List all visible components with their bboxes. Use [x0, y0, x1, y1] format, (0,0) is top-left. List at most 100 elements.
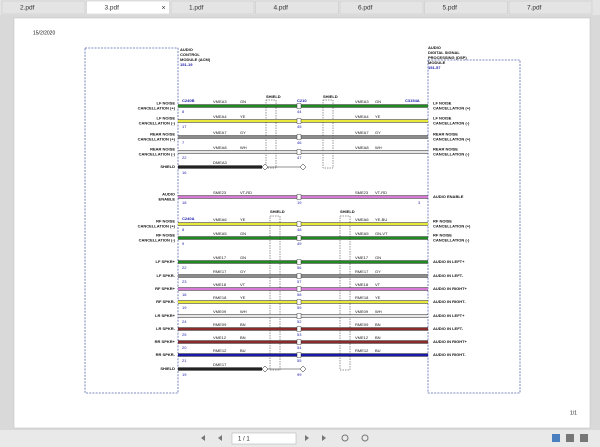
left-signal-label: CANCELLATION (-): [139, 238, 176, 243]
tab-label[interactable]: 4.pdf: [274, 5, 289, 12]
wire-color-label: GN: [375, 255, 381, 260]
zoom-out[interactable]: [341, 434, 349, 442]
circuit-label: VME12: [355, 335, 369, 340]
inline-connector: [296, 149, 302, 155]
next-page[interactable]: [305, 435, 309, 441]
tab[interactable]: [339, 0, 424, 15]
dsp-box: [427, 59, 521, 394]
right-signal-label: CANCELLATION (+): [433, 137, 471, 142]
right-signal-label: AUDIO IN LEFT-: [433, 273, 464, 278]
pin-number: 57: [297, 279, 302, 284]
left-signal-label: LR SPKR-: [156, 326, 176, 331]
right-signal-label: RF NOISE: [433, 218, 452, 223]
tab[interactable]: [1, 0, 86, 15]
page-number: 1/1: [570, 410, 577, 416]
left-signal-label: LF NOISE: [157, 100, 176, 105]
pin-number: 18: [182, 200, 187, 205]
pin-number: 18: [182, 292, 187, 297]
view-double[interactable]: [566, 434, 574, 442]
left-signal-label: LF SPKR+: [156, 259, 176, 264]
dsp-label: PROCESSING (DSP): [428, 55, 467, 60]
page-input[interactable]: 1 / 1: [238, 437, 250, 443]
circuit-label: VMEA6: [213, 217, 227, 222]
splice: [299, 163, 307, 171]
circuit-label: VME17: [355, 255, 369, 260]
circuit-label: RME18: [213, 295, 227, 300]
tab-label[interactable]: 2.pdf: [20, 5, 35, 12]
circuit-label: VMEA3: [355, 99, 369, 104]
pin-number: 25: [182, 332, 187, 337]
connector-label: C210: [297, 98, 307, 103]
tab-label[interactable]: 6.pdf: [358, 5, 373, 12]
tab[interactable]: [255, 0, 339, 15]
tab-label[interactable]: 5.pdf: [443, 5, 458, 12]
circuit-label: VMEA6: [355, 217, 369, 222]
splice: [299, 365, 307, 373]
acm-label: MODULE (ACM): [180, 57, 211, 62]
wire-color-label: GN: [240, 231, 246, 236]
circuit-label: VME18: [213, 282, 227, 287]
wire-color-label: YE: [240, 295, 246, 300]
tab-close[interactable]: ×: [162, 5, 166, 12]
tab[interactable]: [508, 0, 593, 15]
pin-number: 99: [297, 372, 302, 377]
view-single[interactable]: [552, 434, 560, 442]
first-page[interactable]: [201, 435, 205, 441]
pin-number: 56: [297, 265, 302, 270]
tab[interactable]: [170, 0, 255, 15]
last-page[interactable]: [322, 435, 326, 441]
dsp-label: MODULE: [428, 60, 446, 65]
pin-number: 7: [182, 140, 185, 145]
wire-color-label: GN: [375, 99, 381, 104]
pin-number: 53: [297, 332, 302, 337]
circuit-label: VMEA3: [213, 99, 227, 104]
tab[interactable]: [86, 0, 170, 15]
left-signal-label: REAR NOISE: [150, 131, 175, 136]
wire-color-label: YE: [375, 295, 381, 300]
tab[interactable]: [424, 0, 508, 15]
acm-label: CONTROL: [180, 52, 200, 57]
tab-label[interactable]: 1.pdf: [189, 5, 204, 12]
wire-color-label: WH: [240, 309, 247, 314]
tab-label[interactable]: 3.pdf: [105, 5, 120, 12]
inline-connector: [296, 326, 302, 332]
pin-number: 46: [297, 140, 302, 145]
left-signal-label: REAR NOISE: [150, 146, 175, 151]
circuit-label: SME23: [355, 190, 369, 195]
circuit-label: VMEA8: [355, 145, 369, 150]
right-signal-label: AUDIO IN LEFT+: [433, 259, 465, 264]
circuit-label: VME17: [213, 255, 227, 260]
tab-label[interactable]: 7.pdf: [527, 5, 542, 12]
left-signal-label: LF SPKR-: [157, 273, 176, 278]
connector-label: C240B: [182, 98, 195, 103]
right-signal-label: AUDIO IN RIGHT-: [433, 299, 466, 304]
circuit-label: RME09: [355, 322, 369, 327]
pin-number: 8: [182, 227, 185, 232]
left-signal-label: SHIELD: [160, 164, 175, 169]
left-signal-label: RF SPKR-: [156, 299, 176, 304]
acm-box: [84, 47, 179, 394]
wire-color-label: BN: [240, 322, 246, 327]
right-signal-label: AUDIO IN RIGHT+: [433, 286, 468, 291]
inline-connector: [296, 339, 302, 345]
pin-number: 19: [182, 372, 187, 377]
pin-number: 49: [297, 241, 302, 246]
prev-page[interactable]: [218, 435, 222, 441]
dsp-label: 151-57: [428, 65, 441, 70]
wire-color-label: YE: [240, 114, 246, 119]
left-signal-label: CANCELLATION (+): [138, 224, 176, 229]
wire-color-label: WH: [375, 309, 382, 314]
wire-color-label: GN: [240, 255, 246, 260]
zoom-in[interactable]: [361, 434, 369, 442]
pin-number: 9: [182, 241, 185, 246]
pin-number: 17: [182, 124, 187, 129]
circuit-label: DMEA3: [213, 160, 228, 165]
inline-connector: [296, 286, 302, 292]
view-scroll[interactable]: [580, 434, 588, 442]
right-signal-label: LF NOISE: [433, 115, 452, 120]
page-input-box[interactable]: [231, 432, 297, 445]
dsp-label: AUDIO: [428, 45, 441, 50]
wire-color-label: GN: [240, 99, 246, 104]
wire-color-label: GY: [240, 269, 246, 274]
inline-connector: [296, 221, 302, 227]
